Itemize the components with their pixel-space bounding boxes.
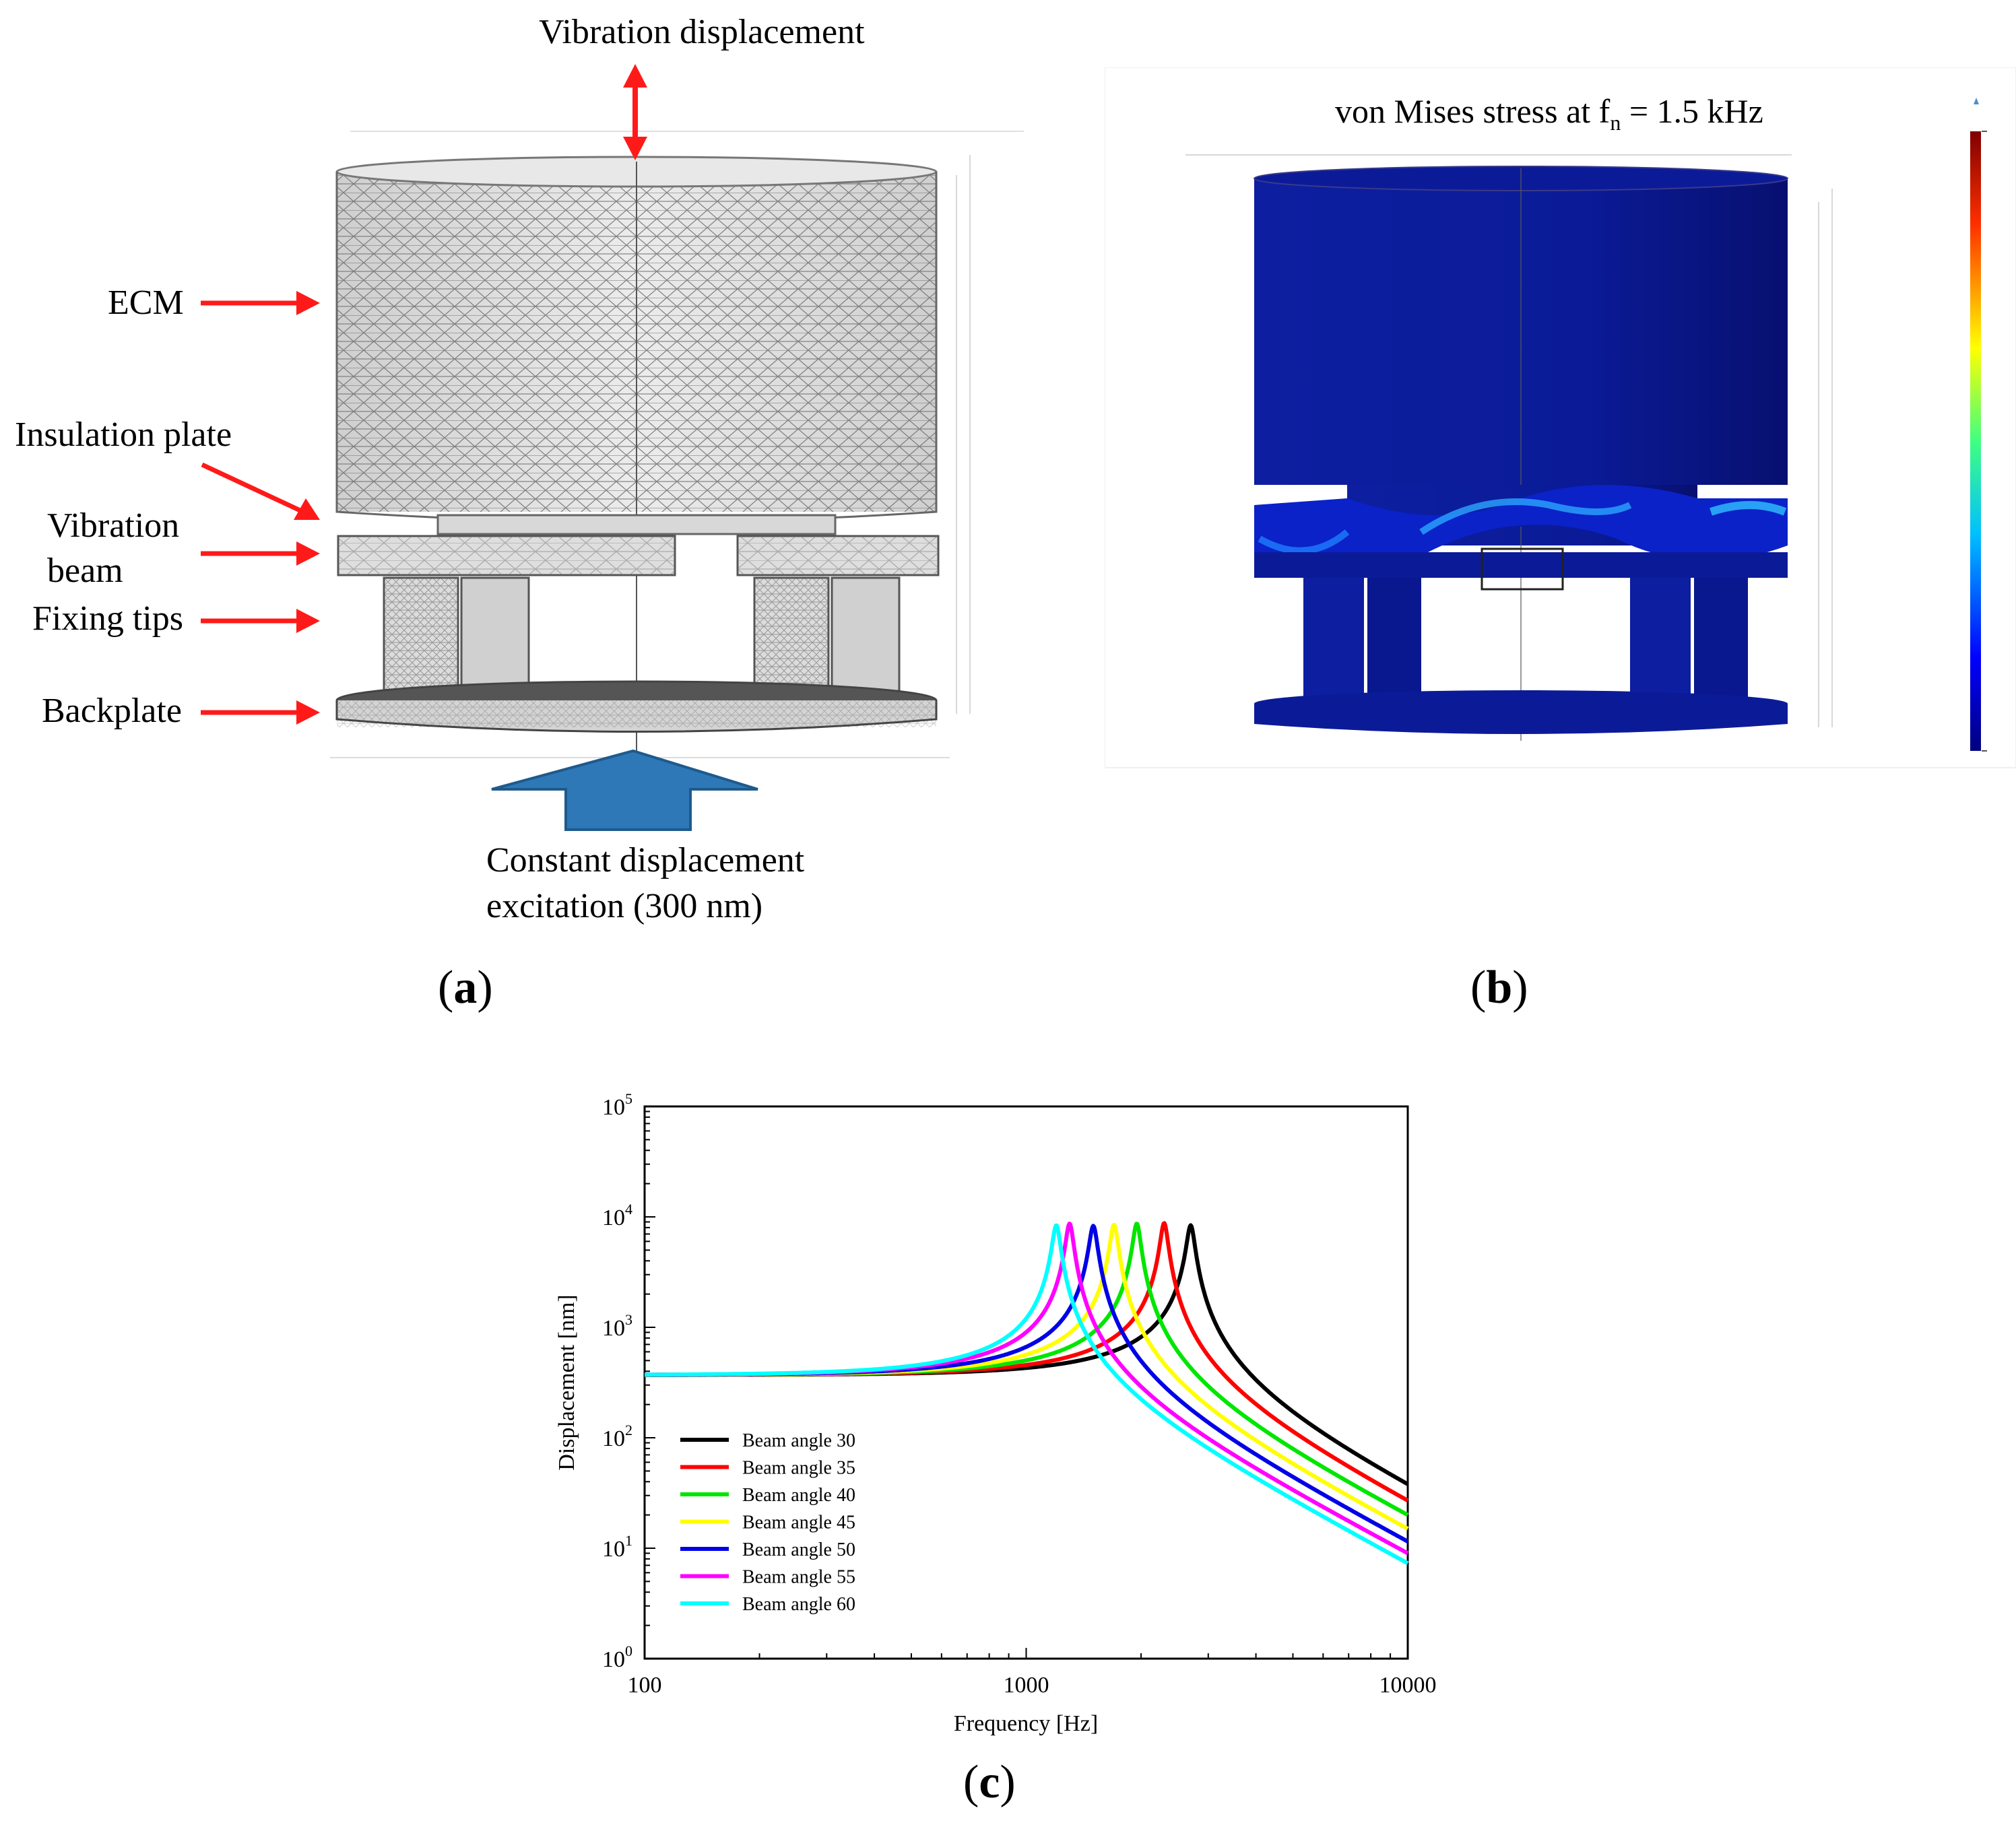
legend-label: Beam angle 35 bbox=[742, 1458, 855, 1479]
series-line bbox=[643, 1223, 1409, 1566]
y-tick-label: 105 bbox=[602, 1090, 632, 1120]
y-tick-label: 101 bbox=[602, 1532, 632, 1562]
panel-a-label: (a) bbox=[438, 962, 493, 1014]
legend-label: Beam angle 50 bbox=[742, 1539, 855, 1560]
stress-colorbar bbox=[1970, 131, 1981, 751]
excitation-arrow bbox=[491, 749, 758, 831]
y-tick-label: 100 bbox=[602, 1642, 632, 1672]
fixing-tips-label: Fixing tips bbox=[32, 599, 183, 638]
y-axis-ticks: 100 101 102 103 104 105 bbox=[602, 1090, 655, 1672]
y-axis-label: Displacement [nm] bbox=[554, 1294, 579, 1471]
vibration-beam-label-line2: beam bbox=[47, 552, 123, 590]
excitation-label-line1: Constant displacement bbox=[486, 841, 805, 879]
excitation-label-line2: excitation (300 nm) bbox=[486, 887, 763, 925]
deformed-beam bbox=[1254, 485, 1788, 566]
mesh-model-illustration bbox=[201, 64, 1024, 831]
y-tick-label: 102 bbox=[602, 1422, 632, 1451]
vibration-beam bbox=[337, 535, 940, 576]
ecm-label: ECM bbox=[108, 284, 184, 322]
stress-title: von Mises stress at fn = 1.5 kHz bbox=[1335, 92, 1763, 135]
displacement-frequency-chart: 100 1000 10000 100 101 102 103 104 105 Beam ang… bbox=[554, 1090, 1437, 1736]
x-axis-label: Frequency [Hz] bbox=[954, 1711, 1098, 1736]
legend-label: Beam angle 40 bbox=[742, 1485, 855, 1506]
vibration-displacement-arrow bbox=[623, 64, 647, 160]
insulation-plate bbox=[436, 514, 837, 535]
legend-label: Beam angle 55 bbox=[742, 1567, 855, 1588]
legend: Beam angle 30 Beam angle 35 Beam angle 40 B… bbox=[680, 1430, 855, 1615]
series-curves bbox=[643, 1221, 1409, 1566]
legend-label: Beam angle 60 bbox=[742, 1594, 855, 1615]
stress-simulation-image bbox=[1105, 67, 2016, 768]
panel-b-label: (b) bbox=[1470, 962, 1528, 1014]
legend-label: Beam angle 30 bbox=[742, 1430, 855, 1451]
vibration-beam-label-line1: Vibration bbox=[47, 506, 180, 545]
x-tick-label: 1000 bbox=[1004, 1673, 1049, 1698]
backplate-label: Backplate bbox=[42, 692, 182, 730]
vibration-displacement-label: Vibration displacement bbox=[539, 13, 865, 51]
part-arrows bbox=[201, 291, 320, 725]
legend-label: Beam angle 45 bbox=[742, 1513, 855, 1533]
insulation-plate-label: Insulation plate bbox=[15, 416, 232, 454]
y-tick-label: 104 bbox=[602, 1201, 632, 1230]
x-tick-label: 100 bbox=[628, 1673, 662, 1698]
panel-c-label: (c) bbox=[963, 1756, 1016, 1808]
x-axis-ticks: 100 1000 10000 bbox=[628, 1648, 1437, 1698]
fixing-tips-stress bbox=[1303, 578, 1748, 706]
series-line bbox=[643, 1222, 1409, 1531]
x-tick-label: 10000 bbox=[1379, 1673, 1437, 1698]
y-tick-label: 103 bbox=[602, 1311, 632, 1341]
backplate bbox=[335, 680, 938, 733]
